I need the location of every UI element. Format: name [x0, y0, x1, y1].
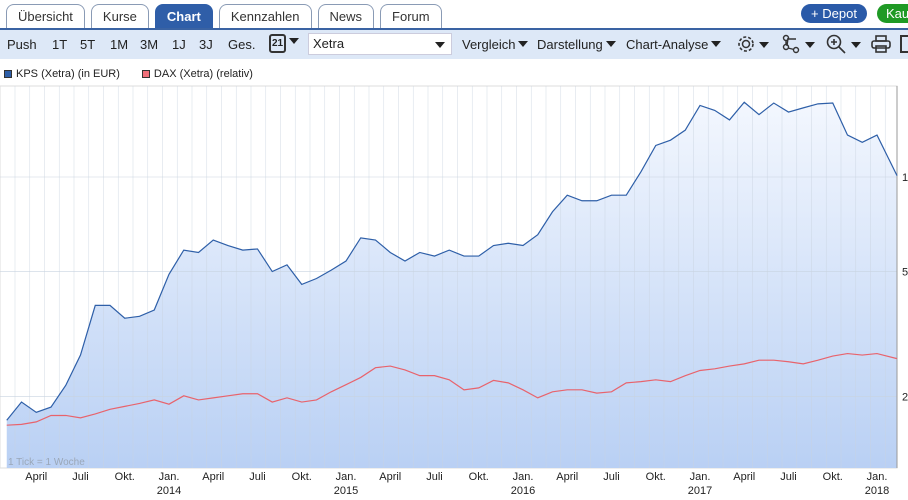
calendar-icon: 21: [269, 34, 286, 53]
x-tick-label: Jan.: [690, 471, 711, 483]
x-tick-label: Juli: [780, 471, 797, 483]
calendar-button[interactable]: 21: [269, 34, 299, 53]
fullscreen-icon[interactable]: [900, 35, 908, 53]
tab-uebersicht[interactable]: Übersicht: [6, 4, 85, 29]
x-tick-label: April: [733, 471, 755, 483]
chevron-down-icon: [289, 38, 299, 44]
chart-toolbar: Push 1T 5T 1M 3M 1J 3J Ges. 21 Xetra Ver…: [0, 30, 908, 59]
x-tick-label: Jan.: [159, 471, 180, 483]
tick-note: 1 Tick = 1 Woche: [8, 457, 85, 468]
chevron-down-icon: [605, 41, 616, 47]
exchange-value: Xetra: [313, 36, 345, 51]
x-tick-label: April: [25, 471, 47, 483]
x-tick-label: Juli: [72, 471, 89, 483]
chart-analyse-menu[interactable]: Chart-Analyse: [626, 37, 722, 52]
x-tick-label: April: [556, 471, 578, 483]
range-gesamt[interactable]: Ges.: [228, 37, 256, 52]
x-tick-year: 2018: [865, 485, 889, 497]
settings-button[interactable]: [736, 34, 769, 57]
chart-legend: KPS (Xetra) (in EUR) DAX (Xetra) (relati…: [4, 68, 253, 80]
legend-kps[interactable]: KPS (Xetra) (in EUR): [4, 68, 120, 80]
exchange-select[interactable]: Xetra: [308, 33, 452, 55]
x-tick-label: Okt.: [646, 471, 666, 483]
x-tick-year: 2016: [511, 485, 535, 497]
zoom-icon: [826, 34, 846, 54]
network-icon: [782, 34, 800, 54]
x-tick-label: Jan.: [867, 471, 888, 483]
x-tick-year: 2017: [688, 485, 712, 497]
buy-button[interactable]: Kau: [877, 4, 908, 23]
range-1j[interactable]: 1J: [172, 37, 186, 52]
vergleich-menu[interactable]: Vergleich: [462, 37, 529, 52]
range-5t[interactable]: 5T: [80, 37, 96, 52]
y-tick-label: 1: [902, 172, 908, 184]
x-tick-label: Jan.: [513, 471, 534, 483]
x-tick-year: 2014: [157, 485, 181, 497]
tab-kurse[interactable]: Kurse: [90, 4, 149, 29]
chevron-down-icon: [518, 41, 529, 47]
print-button[interactable]: [871, 35, 891, 56]
tab-kennzahlen[interactable]: Kennzahlen: [218, 4, 312, 29]
y-tick-label: 2: [902, 391, 908, 403]
x-tick-label: Juli: [603, 471, 620, 483]
x-tick-label: April: [379, 471, 401, 483]
x-tick-label: Okt.: [292, 471, 312, 483]
x-tick-label: Okt.: [823, 471, 843, 483]
indicators-button[interactable]: [782, 34, 815, 57]
tab-chart[interactable]: Chart: [154, 4, 213, 29]
x-tick-label: Juli: [249, 471, 266, 483]
tab-news[interactable]: News: [317, 4, 375, 29]
x-tick-label: Jan.: [336, 471, 357, 483]
y-tick-label: 5: [902, 267, 908, 279]
x-tick-label: April: [202, 471, 224, 483]
x-tick-label: Okt.: [469, 471, 489, 483]
gear-icon: [738, 36, 754, 52]
range-push[interactable]: Push: [7, 37, 37, 52]
range-3j[interactable]: 3J: [199, 37, 213, 52]
add-to-depot-button[interactable]: + Depot: [801, 4, 867, 23]
tab-bar: Übersicht Kurse Chart Kennzahlen News Fo…: [6, 4, 442, 29]
tab-forum[interactable]: Forum: [380, 4, 442, 29]
x-tick-label: Juli: [426, 471, 443, 483]
darstellung-menu[interactable]: Darstellung: [537, 37, 616, 52]
legend-dax[interactable]: DAX (Xetra) (relativ): [141, 68, 253, 80]
range-3m[interactable]: 3M: [140, 37, 159, 52]
range-1t[interactable]: 1T: [52, 37, 68, 52]
x-tick-label: Okt.: [115, 471, 135, 483]
tab-divider: [0, 28, 908, 30]
kps-area-fill: [6, 102, 897, 468]
range-1m[interactable]: 1M: [110, 37, 129, 52]
chevron-down-icon: [435, 42, 445, 48]
x-tick-year: 2015: [334, 485, 358, 497]
zoom-button[interactable]: [826, 34, 861, 57]
print-icon: [871, 35, 891, 53]
chevron-down-icon: [711, 41, 722, 47]
